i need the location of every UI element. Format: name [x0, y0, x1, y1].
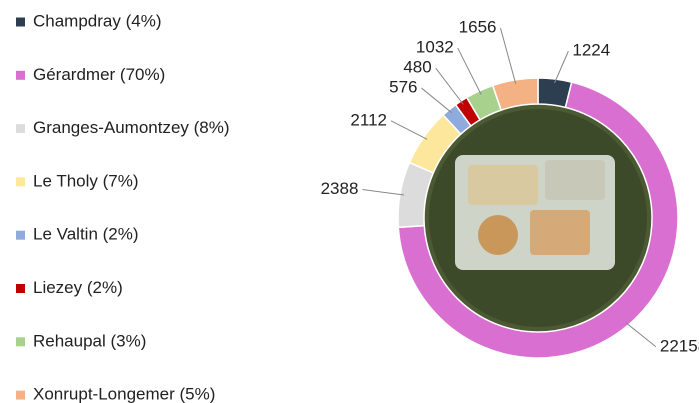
legend-swatch: [16, 71, 25, 80]
chart: Champdray (4%) Gérardmer (70%) Granges-Aum…: [0, 0, 699, 403]
legend-label: Champdray (4%): [33, 11, 162, 30]
legend-label: Gérardmer (70%): [33, 65, 165, 84]
leader-line: [554, 51, 568, 83]
legend-label: Xonrupt-Longemer (5%): [33, 385, 215, 403]
legend-swatch: [16, 124, 25, 133]
legend-swatch: [16, 391, 25, 400]
center-photo: [424, 104, 652, 332]
legend-swatch: [16, 337, 25, 346]
leader-line: [500, 28, 515, 84]
leader-line: [625, 322, 656, 347]
data-label: 1224: [572, 41, 610, 60]
legend-swatch: [16, 177, 25, 186]
legend-swatch: [16, 284, 25, 293]
data-label: 576: [389, 78, 417, 97]
data-label: 480: [403, 58, 431, 77]
data-label: 2112: [350, 110, 387, 129]
legend-label: Le Tholy (7%): [33, 171, 139, 190]
data-label: 1656: [459, 18, 497, 37]
leader-line: [391, 121, 427, 140]
legend-label: Rehaupal (3%): [33, 331, 146, 350]
data-label: 1032: [416, 38, 454, 57]
legend-swatch: [16, 18, 25, 27]
data-label: 22158: [660, 336, 699, 355]
leader-line: [362, 190, 404, 195]
legend-label: Liezey (2%): [33, 278, 123, 297]
leader-line: [422, 88, 452, 113]
legend-swatch: [16, 231, 25, 240]
legend-label: Le Valtin (2%): [33, 225, 139, 244]
legend-label: Granges-Aumontzey (8%): [33, 118, 230, 137]
data-label: 2388: [321, 179, 359, 198]
leader-line: [436, 68, 464, 104]
leader-line: [458, 48, 481, 94]
